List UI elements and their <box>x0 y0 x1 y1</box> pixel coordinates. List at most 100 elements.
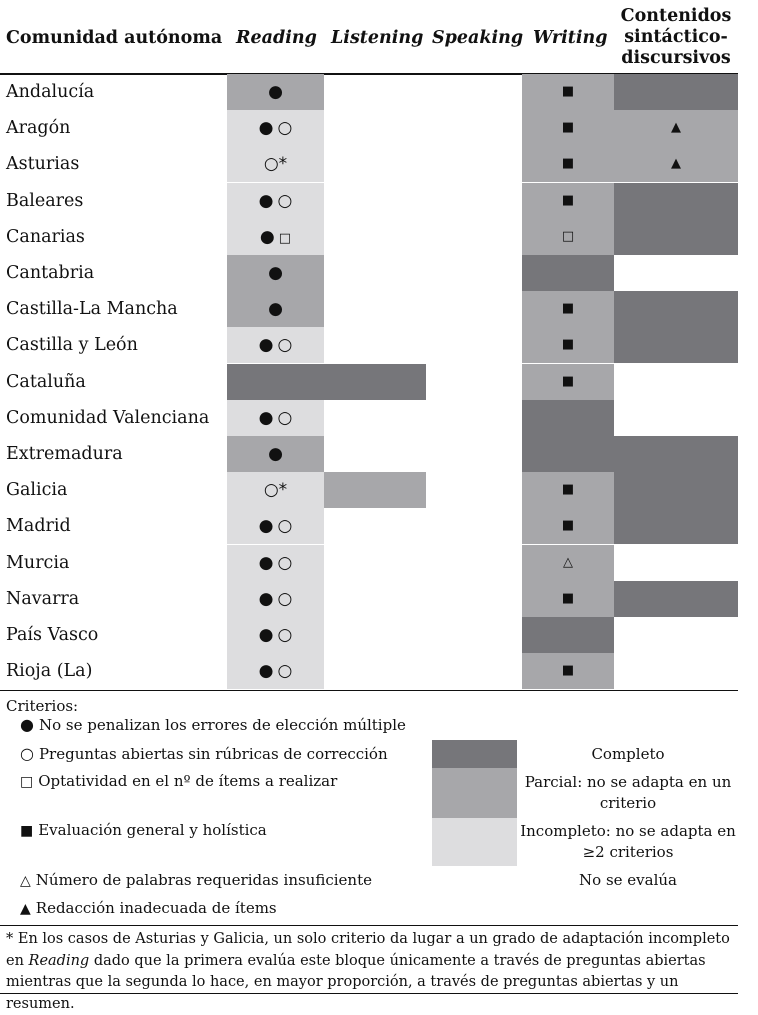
header-contenidos-line1: Contenidos <box>620 6 732 26</box>
cell-writing: ■ <box>522 327 614 364</box>
filled-circle-icon: ● <box>258 118 274 139</box>
header-comunidad: Comunidad autónoma <box>6 28 223 48</box>
table-row: ● □ □ Canarias <box>0 218 758 255</box>
region-name: Baleares <box>6 190 84 211</box>
open-circle-star-icon: ○* <box>263 480 288 501</box>
cell-contenidos: ▲ <box>614 146 738 183</box>
filled-circle-icon: ● <box>268 299 283 320</box>
cell-reading: ● <box>227 74 324 110</box>
criterion-text: Optatividad en el nº de ítems a realizar <box>38 772 338 790</box>
cell-reading: ● ○ <box>227 544 324 581</box>
cell-writing <box>522 255 614 291</box>
cell-writing: ■ <box>522 508 614 545</box>
filled-square-icon: ■ <box>20 823 34 839</box>
filled-circle-icon: ● <box>258 516 274 537</box>
criterion-item: ● No se penalizan los errores de elección… <box>20 715 406 734</box>
filled-circle-icon: ● <box>259 226 275 247</box>
criterion-item: □ Optatividad en el nº de ítems a realiza… <box>20 772 337 790</box>
cell-writing: ■ <box>522 182 614 219</box>
filled-circle-icon: ● <box>268 444 283 464</box>
footnote-italic: Reading <box>28 952 90 969</box>
cell-writing: ■ <box>522 146 614 183</box>
footnote-part2: dado que la primera evalúa este bloque ú… <box>6 952 706 1012</box>
cell-writing: ■ <box>522 472 614 509</box>
filled-square-icon: ■ <box>561 590 575 606</box>
filled-circle-icon: ● <box>258 552 274 573</box>
cell-listening <box>324 472 426 509</box>
table-row: ● ○ ■ Rioja (La) <box>0 653 758 690</box>
criterion-text: Preguntas abiertas sin rúbricas de corre… <box>38 745 388 763</box>
cell-contenidos <box>614 182 738 219</box>
table-row: ● ○ Comunidad Valenciana <box>0 399 758 436</box>
cell-reading: ○* <box>227 472 324 509</box>
region-name: Comunidad Valenciana <box>6 407 210 428</box>
cell-writing: ■ <box>522 363 614 400</box>
cell-writing: ■ <box>522 580 614 617</box>
filled-circle-icon: ● <box>258 190 274 211</box>
header-listening: Listening <box>331 28 424 48</box>
criterion-text: Redacción inadecuada de ítems <box>35 899 277 917</box>
cell-contenidos <box>614 74 738 110</box>
cell-reading: ● <box>227 291 324 328</box>
table-row: ■ Cataluña <box>0 363 758 400</box>
header-rule <box>0 73 738 75</box>
region-name: Asturias <box>6 154 80 175</box>
cell-contenidos: ▲ <box>614 110 738 147</box>
header-writing: Writing <box>533 28 608 48</box>
open-triangle-icon: △ <box>20 873 31 889</box>
region-name: País Vasco <box>6 625 99 645</box>
criterion-item: △ Número de palabras requeridas insuficie… <box>20 871 372 889</box>
criterion-item: ■ Evaluación general y holística <box>20 821 267 839</box>
region-name: Navarra <box>6 588 80 609</box>
table-row: ● ○ País Vasco <box>0 617 758 653</box>
region-name: Cataluña <box>6 371 86 392</box>
table-row: ● Cantabria <box>0 255 758 291</box>
filled-square-icon: ■ <box>561 192 575 208</box>
filled-square-icon: ■ <box>561 84 575 99</box>
filled-triangle-icon: ▲ <box>20 901 31 917</box>
table-row: ● ○ ■ Madrid <box>0 508 758 545</box>
filled-square-icon: ■ <box>561 120 575 136</box>
cell-reading: ● ○ <box>227 617 324 653</box>
swatch-completo <box>432 740 517 768</box>
region-name: Madrid <box>6 516 71 537</box>
cell-writing: △ <box>522 544 614 581</box>
shading-label-completo: Completo <box>591 745 665 763</box>
filled-circle-icon: ● <box>258 588 274 609</box>
region-name: Extremadura <box>6 444 123 464</box>
filled-square-icon: ■ <box>561 518 575 534</box>
cell-contenidos <box>614 218 738 255</box>
criteria-title: Criterios: <box>6 697 79 715</box>
cell-reading: ● ○ <box>227 110 324 147</box>
cell-contenidos <box>614 508 738 545</box>
open-square-icon: □ <box>278 230 292 246</box>
cell-reading: ● <box>227 255 324 291</box>
table-bottom-rule <box>0 690 738 691</box>
table-row: ● ■ Andalucía <box>0 74 758 110</box>
header-reading: Reading <box>236 28 317 48</box>
cell-writing: □ <box>522 218 614 255</box>
cell-contenidos <box>614 291 738 328</box>
cell-writing <box>522 617 614 653</box>
cell-writing <box>522 399 614 436</box>
open-circle-star-icon: ○* <box>263 154 288 175</box>
filled-circle-icon: ● <box>258 335 274 356</box>
criterion-text: No se penalizan los errores de elección … <box>38 716 406 734</box>
filled-circle-icon: ● <box>20 715 34 734</box>
filled-circle-icon: ● <box>268 263 283 283</box>
cell-reading: ● ○ <box>227 580 324 617</box>
open-circle-icon: ○ <box>277 516 293 537</box>
table-row: ○* ■ ▲ Asturias <box>0 146 758 183</box>
region-name: Murcia <box>6 552 70 573</box>
cell-writing <box>522 436 614 472</box>
footnote-part1: * En los casos de Asturias y Galicia, un… <box>6 931 730 969</box>
open-circle-icon: ○ <box>20 744 34 763</box>
cell-reading <box>227 363 324 400</box>
region-name: Galicia <box>6 480 68 501</box>
footnote: * En los casos de Asturias y Galicia, un… <box>6 929 738 1015</box>
filled-triangle-icon: ▲ <box>671 120 681 136</box>
region-name: Cantabria <box>6 263 95 283</box>
region-name: Canarias <box>6 226 85 247</box>
footnote-rule <box>0 925 738 926</box>
filled-circle-icon: ● <box>258 407 274 428</box>
